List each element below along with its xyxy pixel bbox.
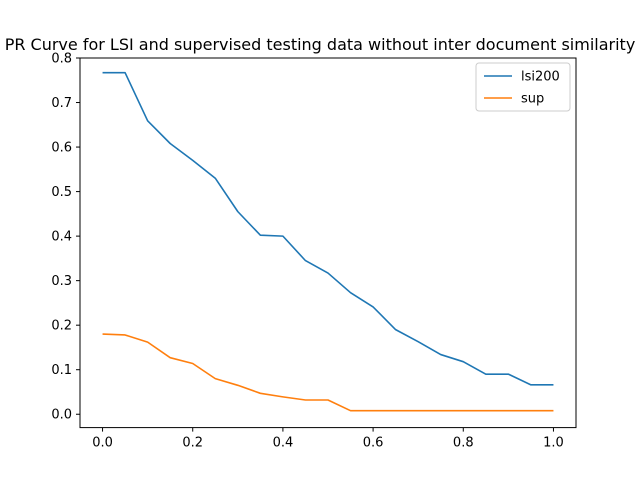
legend-label-sup: sup <box>521 92 544 107</box>
plot-layer: 0.0 0.2 0.4 0.6 0.8 1.0 0.0 0.1 0.2 0.3 0.4 0.5 0.6 0… <box>51 52 563 451</box>
series-line-sup <box>102 333 554 412</box>
y-tick-label: 0.7 <box>51 96 72 111</box>
legend-box <box>475 62 571 112</box>
y-tick-label: 0.5 <box>51 185 72 200</box>
x-tick-label: 0.2 <box>182 436 203 451</box>
y-tick-label: 0.4 <box>51 230 72 245</box>
y-tick-label: 0.8 <box>51 52 72 67</box>
x-tick-label: 0.0 <box>92 436 113 451</box>
y-tick-label: 0.2 <box>51 319 72 334</box>
chart-title: PR Curve for LSI and supervised testing … <box>5 35 636 54</box>
x-tick-label: 1.0 <box>543 436 564 451</box>
y-tick-label: 0.6 <box>51 141 72 156</box>
x-tick-label: 0.4 <box>273 436 294 451</box>
legend: lsi200 sup <box>475 62 571 112</box>
series-line-lsi200 <box>102 71 554 386</box>
legend-label-lsi200: lsi200 <box>521 70 560 85</box>
y-tick-label: 0.3 <box>51 274 72 289</box>
plot-frame <box>79 57 577 429</box>
y-tick-label: 0.1 <box>51 363 72 378</box>
x-tick-label: 0.8 <box>453 436 474 451</box>
x-tick-label: 0.6 <box>363 436 384 451</box>
y-tick-label: 0.0 <box>51 408 72 423</box>
